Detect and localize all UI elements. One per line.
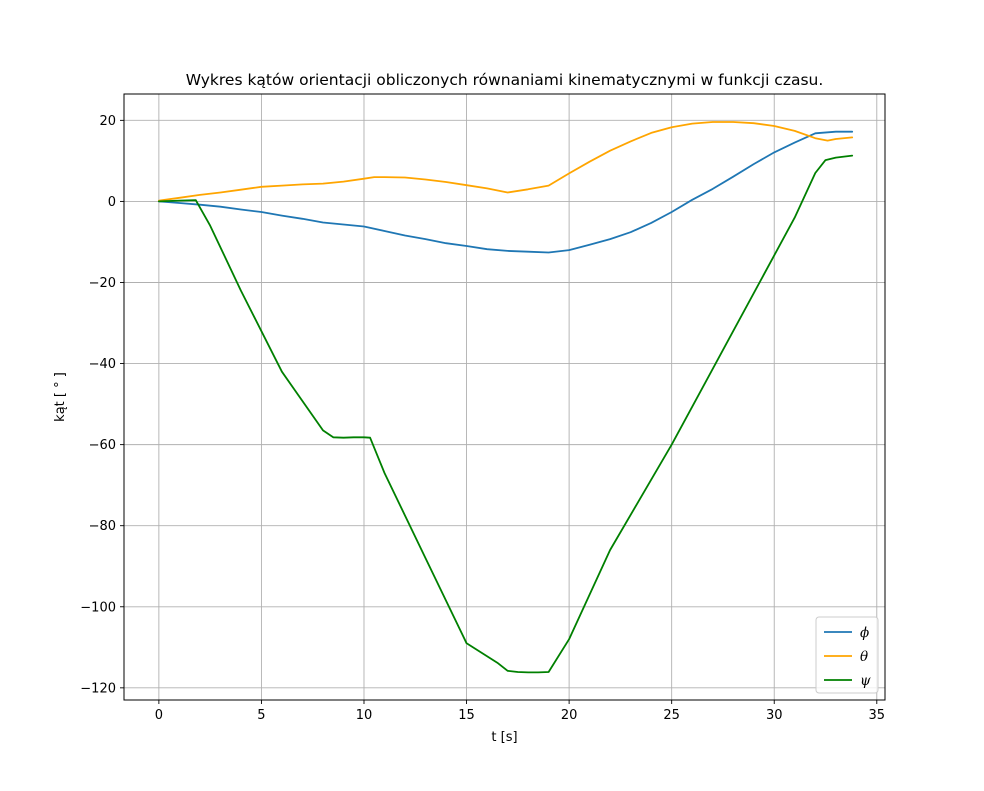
grid-lines xyxy=(124,94,885,700)
y-tick-label: −40 xyxy=(89,357,116,372)
y-tick-label: 20 xyxy=(99,114,116,129)
legend-label-2: θ xyxy=(860,649,868,665)
x-tick-label: 25 xyxy=(663,708,680,723)
y-axis-label: kąt [ ° ] xyxy=(53,372,68,422)
chart-title: Wykres kątów orientacji obliczonych równ… xyxy=(186,71,824,89)
y-tick-label: 0 xyxy=(108,195,116,210)
x-tick-label: 10 xyxy=(356,708,373,723)
y-tick-label: −100 xyxy=(80,600,116,615)
axis-ticks: 0 5 10 15 20 25 30 35 −120 −100 −80 −60 −40 −20 0 20 xyxy=(80,114,885,723)
x-tick-label: 5 xyxy=(257,708,265,723)
series-lines xyxy=(157,121,854,674)
x-tick-label: 20 xyxy=(561,708,578,723)
legend-label-1: ϕ xyxy=(860,625,869,641)
x-axis-label: t [s] xyxy=(491,730,517,745)
x-tick-label: 30 xyxy=(766,708,783,723)
series-line-2 xyxy=(157,121,854,202)
y-tick-label: −20 xyxy=(89,276,116,291)
x-tick-label: 15 xyxy=(458,708,475,723)
series-line-1 xyxy=(157,130,854,254)
y-tick-label: −120 xyxy=(80,681,116,696)
legend: ϕθψ xyxy=(815,616,879,694)
y-tick-label: −80 xyxy=(89,519,116,534)
series-line-3 xyxy=(157,154,854,674)
plot-frame xyxy=(123,93,886,701)
y-tick-label: −60 xyxy=(89,438,116,453)
legend-box xyxy=(815,616,879,694)
x-tick-label: 0 xyxy=(155,708,163,723)
legend-label-3: ψ xyxy=(860,673,871,689)
x-tick-label: 35 xyxy=(869,708,886,723)
